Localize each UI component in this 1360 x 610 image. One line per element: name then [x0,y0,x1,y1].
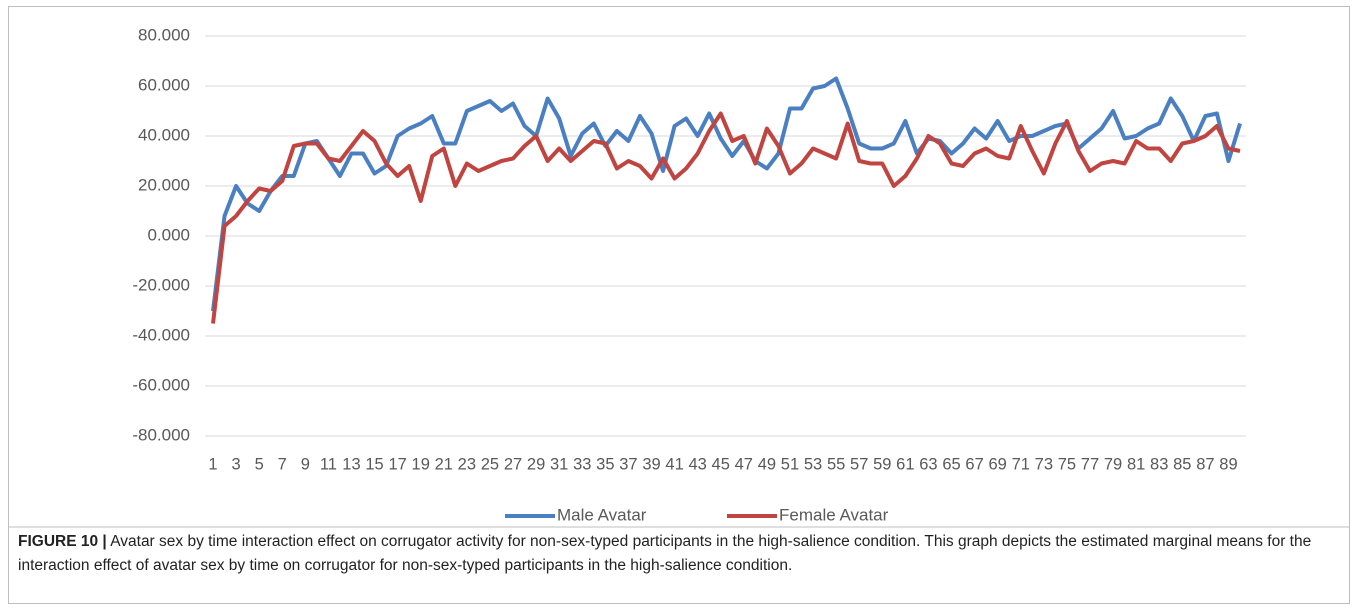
legend-label: Female Avatar [779,505,889,524]
y-tick-label: 80.000 [138,25,190,44]
x-tick-label: 15 [365,455,383,473]
x-tick-label: 55 [827,455,845,473]
x-tick-label: 31 [550,455,568,473]
x-tick-label: 17 [388,455,406,473]
x-tick-label: 79 [1104,455,1122,473]
caption-label: FIGURE 10 | [18,533,107,550]
x-tick-label: 49 [758,455,776,473]
x-tick-label: 25 [481,455,499,473]
x-tick-label: 47 [735,455,753,473]
x-tick-label: 59 [873,455,891,473]
x-tick-label: 71 [1012,455,1030,473]
x-tick-label: 13 [342,455,360,473]
x-tick-label: 81 [1127,455,1145,473]
y-tick-label: 40.000 [138,125,190,144]
x-tick-label: 89 [1219,455,1237,473]
x-tick-label: 3 [231,455,240,473]
x-tick-label: 77 [1081,455,1099,473]
x-tick-label: 33 [573,455,591,473]
x-tick-label: 11 [320,455,337,473]
x-tick-label: 9 [301,455,310,473]
legend-label: Male Avatar [557,505,647,524]
x-tick-label: 63 [919,455,937,473]
caption-text: Avatar sex by time interaction effect on… [18,533,1312,574]
x-tick-label: 39 [642,455,660,473]
x-tick-label: 19 [412,455,430,473]
x-tick-label: 73 [1035,455,1053,473]
series-line [211,76,1242,312]
x-tick-label: 85 [1173,455,1191,473]
x-tick-label: 75 [1058,455,1076,473]
x-tick-label: 57 [850,455,868,473]
series-line [211,111,1241,324]
x-tick-label: 41 [665,455,683,473]
y-tick-label: 20.000 [138,175,190,194]
x-tick-label: 65 [942,455,960,473]
x-tick-label: 61 [896,455,914,473]
x-tick-label: 35 [596,455,614,473]
y-tick-label: -60.000 [132,375,190,394]
caption: FIGURE 10 | Avatar sex by time interacti… [18,530,1343,578]
x-tick-label: 67 [965,455,983,473]
x-tick-label: 21 [435,455,453,473]
x-tick-label: 53 [804,455,822,473]
y-tick-label: 0.000 [147,225,190,244]
y-tick-label: 60.000 [138,75,190,94]
x-tick-label: 45 [712,455,730,473]
x-tick-label: 5 [255,455,264,473]
x-tick-label: 83 [1150,455,1168,473]
x-tick-label: 23 [458,455,476,473]
y-tick-label: -40.000 [132,325,190,344]
x-tick-label: 1 [208,455,217,473]
y-tick-label: -80.000 [132,425,190,444]
x-tick-label: 7 [278,455,287,473]
x-tick-label: 29 [527,455,545,473]
x-tick-label: 43 [688,455,706,473]
x-tick-label: 37 [619,455,637,473]
x-tick-label: 69 [988,455,1006,473]
y-tick-label: -20.000 [132,275,190,294]
figure-frame [8,6,1350,604]
x-tick-label: 87 [1196,455,1214,473]
x-tick-label: 27 [504,455,522,473]
x-tick-label: 51 [781,455,799,473]
chart: -80.000 -60.000 -40.000 -20.000 0.000 20.000 4… [8,25,1350,528]
